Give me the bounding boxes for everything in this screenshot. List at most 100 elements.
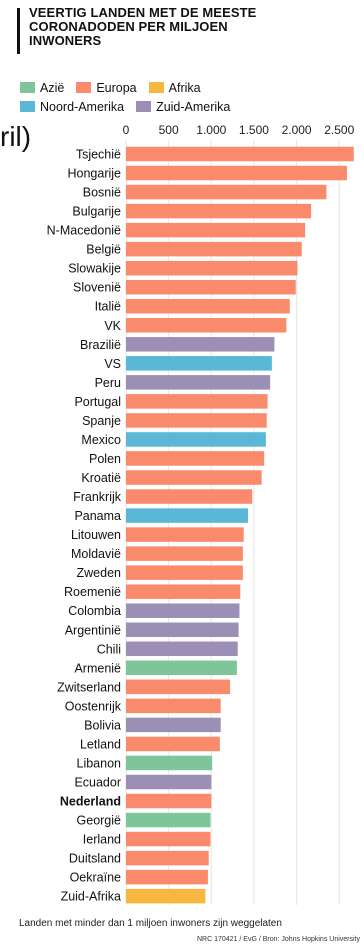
bar	[126, 165, 347, 181]
legend-item-zuid-amerika: Zuid-Amerika	[136, 100, 230, 114]
bar	[126, 356, 272, 371]
bar	[126, 451, 265, 466]
category-label: Argentinië	[65, 623, 121, 637]
x-tick-label: 2.500	[324, 123, 354, 137]
stray-text: ril)	[0, 121, 32, 152]
bar	[126, 203, 312, 219]
bar	[126, 565, 243, 580]
legend-item-europa: Europa	[76, 81, 137, 95]
category-label: Georgië	[77, 814, 122, 828]
category-label: Roemenië	[64, 585, 121, 599]
category-label: Duitsland	[69, 852, 121, 866]
bar	[126, 394, 268, 409]
category-label: Nederland	[60, 795, 121, 809]
category-label: Brazilië	[80, 338, 121, 352]
legend-swatch-europa	[76, 82, 92, 93]
category-label: Peru	[95, 376, 121, 390]
footnote: Landen met minder dan 1 miljoen inwoners…	[19, 918, 282, 929]
chart-title: VEERTIG LANDEN MET DE MEESTE CORONADODEN…	[29, 6, 349, 48]
legend-row-2: Noord-Amerika Zuid-Amerika	[20, 97, 350, 116]
bar	[126, 413, 267, 428]
legend-swatch-azie	[20, 82, 35, 93]
category-label: Panama	[74, 509, 121, 523]
legend-item-afrika: Afrika	[148, 80, 201, 95]
category-label: Mexico	[81, 433, 121, 447]
legend: Azië Europa Afrika Noord-Amerika Zuid-Am…	[20, 78, 350, 116]
bar	[126, 869, 208, 885]
bar	[126, 679, 231, 695]
category-label: Bosnië	[83, 186, 121, 200]
category-label: Kroatië	[81, 471, 121, 485]
category-label: VS	[104, 357, 121, 371]
bar	[126, 584, 241, 599]
bar	[126, 527, 244, 542]
bar	[126, 793, 212, 809]
category-label: Polen	[89, 452, 121, 466]
category-label: Italië	[95, 300, 121, 314]
legend-label-azie: Azië	[40, 80, 65, 95]
bar	[126, 432, 266, 447]
bar	[126, 603, 240, 618]
bar	[126, 146, 354, 162]
bar	[126, 470, 262, 485]
category-label: Oostenrijk	[65, 699, 122, 713]
category-label: Slovenië	[73, 281, 121, 295]
category-label: Libanon	[77, 756, 122, 770]
bar	[126, 698, 221, 714]
category-label: Letland	[80, 737, 121, 751]
bar	[126, 660, 237, 676]
category-label: Zweden	[77, 566, 122, 580]
bar	[126, 375, 271, 390]
bar	[126, 546, 243, 561]
category-label: Oekraïne	[70, 871, 121, 885]
bar	[126, 888, 206, 904]
bar	[126, 298, 290, 314]
legend-label-zuid-amerika: Zuid-Amerika	[156, 99, 231, 114]
bar	[126, 337, 275, 352]
title-line-2: CORONADODEN PER MILJOEN	[29, 19, 228, 34]
category-label: Portugal	[74, 395, 121, 409]
bar	[126, 641, 238, 657]
bar	[126, 508, 248, 523]
category-label: Bulgarije	[72, 205, 121, 219]
bar	[126, 318, 287, 333]
bar	[126, 850, 209, 866]
category-label: Ecuador	[74, 775, 121, 789]
x-tick-label: 1.000	[196, 123, 226, 137]
category-label: Litouwen	[71, 528, 121, 542]
bar	[126, 222, 306, 238]
title-line-3: INWONERS	[29, 33, 102, 48]
bar	[126, 241, 302, 257]
category-label: Zwitserland	[57, 680, 121, 694]
category-label: Colombia	[68, 604, 121, 618]
category-label: VK	[104, 319, 121, 333]
category-label: België	[86, 243, 121, 257]
title-line-1: VEERTIG LANDEN MET DE MEESTE	[29, 5, 257, 20]
bar	[126, 736, 220, 752]
category-label: Chili	[97, 642, 121, 656]
x-tick-label: 0	[123, 123, 130, 137]
legend-item-azie: Azië	[20, 81, 64, 95]
legend-item-noord-amerika: Noord-Amerika	[20, 100, 124, 114]
bar	[126, 831, 211, 847]
bar	[126, 279, 296, 295]
title-accent-bar	[17, 8, 20, 54]
legend-swatch-afrika	[148, 82, 164, 93]
category-label: Zuid-Afrika	[61, 890, 121, 904]
category-label: Slowakije	[68, 262, 121, 276]
bar	[126, 260, 298, 276]
x-tick-label: 2.000	[282, 123, 312, 137]
source-credit: NRC 170421 / EvG / Bron: Johns Hopkins U…	[196, 936, 360, 943]
bar	[126, 755, 213, 771]
bar	[126, 489, 253, 504]
legend-label-afrika: Afrika	[168, 80, 201, 95]
legend-row-1: Azië Europa Afrika	[20, 78, 350, 97]
category-label: Tsjechië	[76, 148, 121, 162]
category-label: Armenië	[74, 661, 121, 675]
bar	[126, 812, 211, 828]
category-label: Hongarije	[67, 167, 121, 181]
category-label: Moldavië	[71, 547, 121, 561]
bar	[126, 717, 221, 733]
bar	[126, 774, 212, 790]
